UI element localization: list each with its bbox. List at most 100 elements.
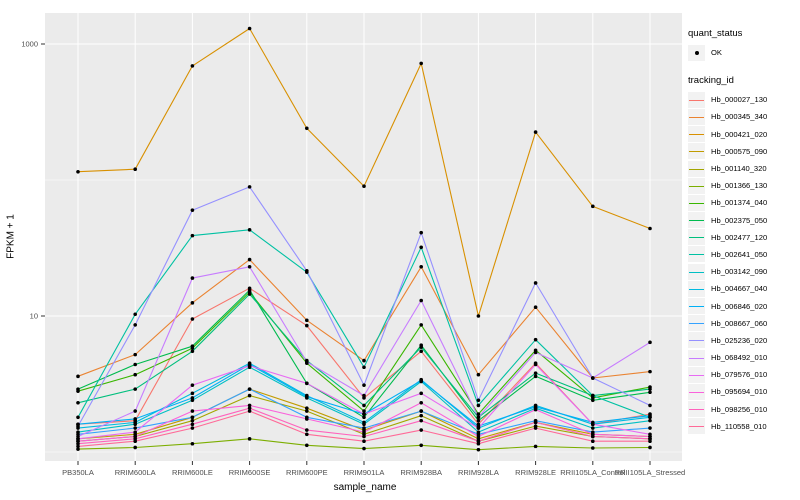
- data-point: [362, 426, 366, 430]
- data-point: [591, 446, 595, 450]
- x-tick-label: RRIM928BA: [400, 468, 442, 477]
- data-point: [648, 387, 652, 391]
- data-point: [362, 412, 366, 416]
- legend-label: Hb_001366_130: [711, 181, 768, 191]
- legend-key-swatch: [688, 194, 705, 211]
- line-swatch-icon: [689, 116, 704, 118]
- data-point: [362, 365, 366, 370]
- legend-key-swatch: [688, 263, 705, 280]
- data-point: [305, 268, 309, 273]
- data-point: [305, 394, 309, 399]
- legend-label: Hb_002477_120: [711, 232, 768, 242]
- x-tick-label: RRIM600LA: [115, 468, 156, 477]
- data-point: [648, 403, 652, 408]
- legend-key-swatch: [688, 229, 705, 246]
- data-point: [533, 130, 538, 134]
- legend-entry-Hb_001140_320: Hb_001140_320: [688, 160, 798, 177]
- legend-label: Hb_000575_090: [711, 146, 768, 156]
- legend-key-swatch: [688, 366, 705, 383]
- legend-label: Hb_008667_060: [711, 318, 768, 328]
- data-point: [419, 298, 424, 303]
- data-point: [305, 318, 309, 323]
- data-point: [476, 418, 481, 423]
- legend-key-swatch: [688, 126, 705, 143]
- legend-key-swatch: [688, 108, 705, 125]
- legend-tracking-entries: Hb_000027_130 Hb_000345_340 Hb_000421_020 H…: [688, 91, 798, 435]
- data-point: [247, 257, 252, 262]
- y-tick-label: 10: [30, 312, 38, 321]
- x-axis-title: sample_name: [333, 482, 397, 493]
- data-point: [362, 184, 366, 189]
- data-point: [190, 276, 195, 280]
- data-point: [476, 314, 481, 318]
- data-point: [419, 349, 424, 354]
- x-tick-label: RRIM600PE: [286, 468, 328, 477]
- data-point: [362, 434, 366, 439]
- data-point: [190, 233, 195, 238]
- data-point: [190, 383, 195, 387]
- data-point: [419, 61, 424, 66]
- data-point: [133, 426, 137, 430]
- data-point: [476, 403, 481, 408]
- data-point: [247, 265, 252, 269]
- legend-label: Hb_079576_010: [711, 370, 768, 380]
- data-point: [476, 441, 481, 446]
- data-point: [76, 387, 80, 391]
- data-point: [476, 439, 481, 444]
- data-point: [133, 312, 137, 317]
- data-point: [419, 443, 424, 448]
- line-swatch-icon: [689, 99, 704, 101]
- line-swatch-icon: [689, 254, 704, 256]
- legend-key-swatch: [688, 418, 705, 435]
- data-point: [533, 404, 538, 409]
- data-point: [533, 444, 538, 449]
- data-point: [190, 349, 195, 354]
- x-tick-label: RRIM928LA: [458, 468, 499, 477]
- x-tick-label: RRIM600LE: [172, 468, 213, 477]
- data-point: [648, 390, 652, 395]
- legend-label: Hb_006846_020: [711, 301, 768, 311]
- data-point: [190, 415, 195, 420]
- legend-label: Hb_095694_010: [711, 387, 768, 397]
- data-point: [247, 292, 252, 296]
- data-point: [419, 378, 424, 383]
- legend-label: Hb_000345_340: [711, 112, 768, 122]
- data-point: [419, 413, 424, 418]
- x-tick-label: RRIM600SE: [229, 468, 271, 477]
- data-point: [76, 444, 80, 449]
- data-point: [76, 439, 80, 444]
- legend-label: Hb_110558_010: [711, 421, 767, 431]
- legend-label: Hb_025236_020: [711, 335, 768, 345]
- legend-entry-Hb_079576_010: Hb_079576_010: [688, 366, 798, 383]
- data-point: [362, 383, 366, 387]
- data-point: [247, 409, 252, 413]
- data-point: [247, 228, 252, 232]
- x-tick-label: RRII105LA_Control: [560, 468, 625, 477]
- data-point: [305, 409, 309, 413]
- legend-entry-Hb_095694_010: Hb_095694_010: [688, 383, 798, 400]
- data-point: [476, 434, 481, 439]
- data-point: [533, 337, 538, 342]
- legend-key-swatch: [688, 280, 705, 297]
- point-marker-icon: [694, 50, 699, 55]
- legend-key-swatch: [688, 315, 705, 332]
- x-tick-label: PB350LA: [62, 468, 94, 477]
- data-point: [533, 350, 538, 355]
- data-point: [362, 415, 366, 420]
- data-point: [305, 432, 309, 437]
- data-point: [133, 445, 137, 450]
- data-point: [533, 426, 538, 430]
- data-point: [190, 409, 195, 413]
- data-point: [190, 426, 195, 430]
- data-point: [247, 26, 252, 31]
- line-swatch-icon: [689, 185, 704, 187]
- data-point: [476, 372, 481, 377]
- data-point: [362, 409, 366, 413]
- data-point: [305, 406, 309, 410]
- data-point: [533, 420, 538, 425]
- legend-entry-Hb_000345_340: Hb_000345_340: [688, 108, 798, 125]
- data-point: [133, 372, 137, 377]
- legend-entry-Hb_002477_120: Hb_002477_120: [688, 229, 798, 246]
- legend-title-quant-status: quant_status: [688, 28, 743, 39]
